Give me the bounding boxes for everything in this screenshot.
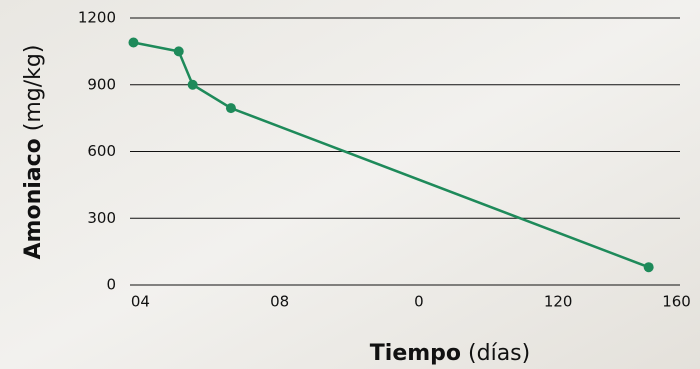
y-tick-label: 0 [106,276,116,294]
x-tick-label: 08 [270,293,289,311]
data-point [174,46,184,56]
x-tick-label: 160 [662,293,691,311]
y-tick-label: 300 [87,209,116,227]
data-point [644,262,654,272]
y-title-unit: (mg/kg) [21,45,46,132]
y-tick-label: 600 [87,142,116,160]
y-tick-label: 900 [87,75,116,93]
y-title-bold: Amoniaco [21,138,46,259]
x-axis-title: Tiempo (días) [370,341,530,366]
x-tick-label: 120 [544,293,573,311]
data-point [226,103,236,113]
x-tick-label: 04 [131,293,150,311]
x-tick-label: 0 [414,293,424,311]
y-axis-title: Amoniaco (mg/kg) [21,45,46,260]
data-point [128,37,138,47]
data-point [188,80,198,90]
background [0,0,700,369]
x-title-unit: (días) [468,341,530,366]
x-title-bold: Tiempo [370,341,461,366]
y-tick-label: 1200 [78,9,116,27]
chart: Tiempo (días) Amoniaco (mg/kg) 0 300 600 90… [0,0,700,369]
